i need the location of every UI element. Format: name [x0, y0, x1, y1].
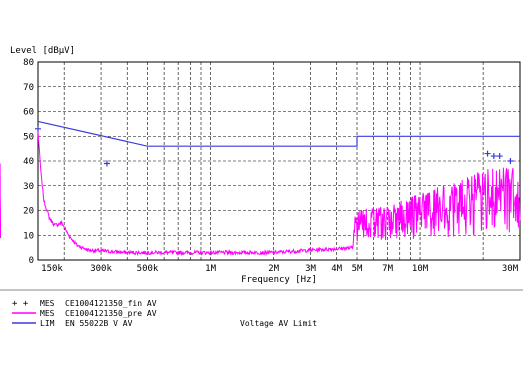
y-tick-label: 40 [23, 157, 34, 167]
final-point [496, 153, 503, 160]
legend-label: MES [40, 299, 55, 308]
legend-label: LIM [40, 319, 55, 328]
y-tick-label: 70 [23, 83, 34, 93]
x-tick-label: 3M [305, 264, 316, 274]
final-point [507, 158, 514, 164]
y-axis-label: Level [dBµV] [10, 46, 75, 56]
x-tick-label: 5M [352, 264, 363, 274]
y-tick-label: 50 [23, 132, 34, 142]
legend-trace: EN 55022B V AV [65, 319, 133, 328]
prescan-line [37, 130, 521, 257]
x-tick-label: 1M [205, 264, 216, 274]
legend-trace: CE1004121350_pre AV [65, 309, 157, 318]
final-measurement-points [35, 125, 514, 167]
y-tick-label: 10 [23, 231, 34, 241]
legend-label: MES [40, 309, 55, 318]
x-tick-label: 2M [268, 264, 279, 274]
final-point [490, 153, 497, 160]
legend: + + MES CE1004121350_fin AV MES CE1004121350… [12, 299, 317, 328]
y-tick-labels: 0 10 20 30 40 50 60 70 80 [23, 58, 34, 266]
prescan-trace [0, 130, 521, 257]
final-point [35, 125, 41, 132]
x-tick-label: 7M [382, 264, 393, 274]
x-axis-label: Frequency [Hz] [241, 275, 317, 285]
limit-polyline [37, 120, 520, 147]
y-tick-label: 20 [23, 207, 34, 217]
limit-line [37, 120, 520, 147]
x-tick-label: 10M [412, 264, 429, 274]
x-tick-label: 500k [137, 264, 159, 274]
final-point [484, 150, 491, 157]
y-tick-label: 0 [29, 256, 34, 266]
x-tick-label: 300k [90, 264, 112, 274]
final-point [103, 160, 110, 167]
legend-marker: + + [12, 299, 29, 309]
x-tick-label: 150k [41, 264, 63, 274]
x-tick-label: 4M [331, 264, 342, 274]
y-tick-label: 80 [23, 58, 34, 68]
x-tick-labels: 150k 300k 500k 1M 2M 3M 4M 5M 7M 10M 30M [41, 264, 519, 274]
y-tick-label: 60 [23, 108, 34, 118]
x-tick-label: 30M [502, 264, 519, 274]
y-tick-label: 30 [23, 182, 34, 192]
legend-description: Voltage AV Limit [240, 319, 317, 328]
legend-trace: CE1004121350_fin AV [65, 299, 157, 308]
